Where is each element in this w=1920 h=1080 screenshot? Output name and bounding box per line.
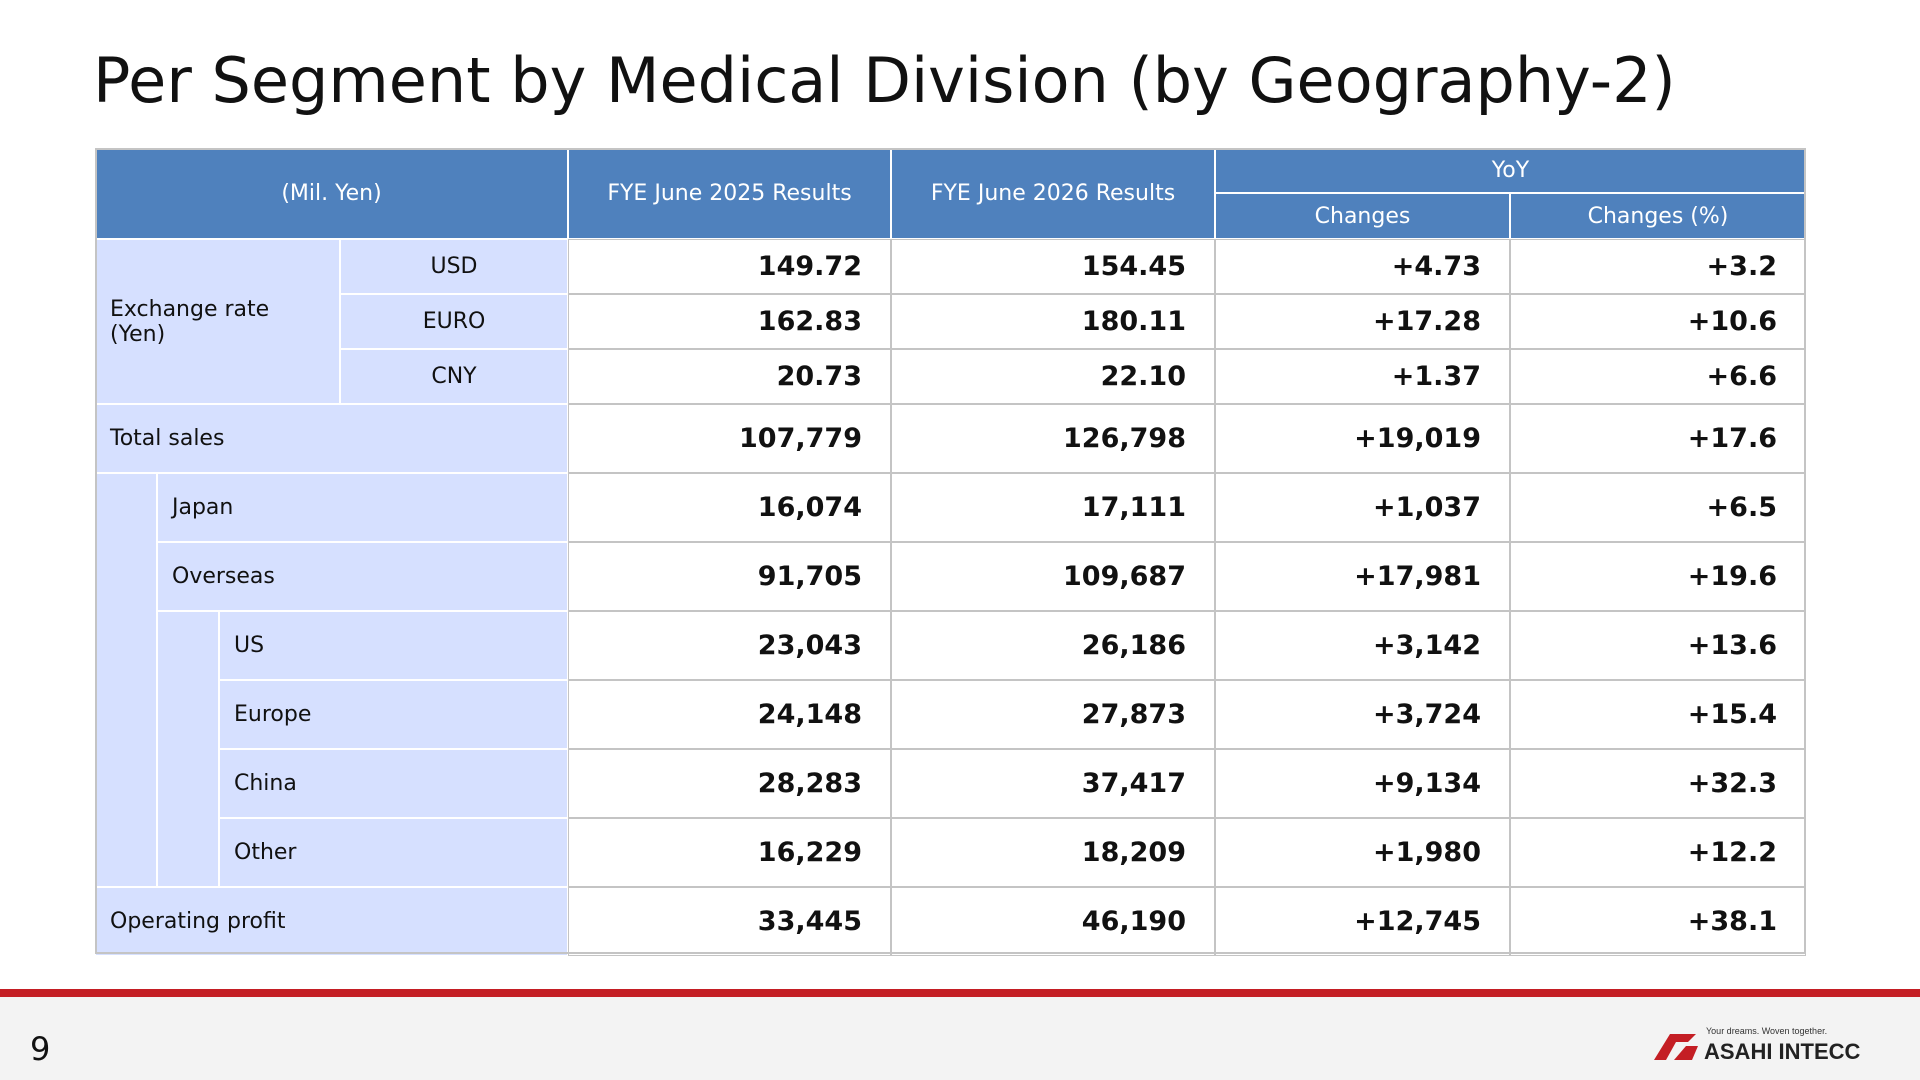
value-cell: +3,142 [1215,611,1510,680]
page-number: 9 [30,1030,51,1068]
row-label: US [219,611,568,680]
row-label: China [219,749,568,818]
value-cell: +6.5 [1510,473,1806,542]
value-cell: +9,134 [1215,749,1510,818]
logo-mark [1674,1046,1698,1060]
value-cell: 28,283 [568,749,891,818]
value-cell: +19.6 [1510,542,1806,611]
value-cell: +6.6 [1510,349,1806,404]
value-cell: 22.10 [891,349,1215,404]
value-cell: +1,037 [1215,473,1510,542]
row-label: EURO [340,294,568,349]
value-cell: +38.1 [1510,887,1806,956]
value-cell: +1.37 [1215,349,1510,404]
value-cell: 24,148 [568,680,891,749]
logo-tagline: Your dreams. Woven together. [1706,1026,1827,1036]
header-cell: FYE June 2026 Results [891,148,1215,239]
value-cell: 107,779 [568,404,891,473]
row-label: Exchange rate (Yen) [95,239,340,404]
indent [157,611,219,887]
value-cell: 126,798 [891,404,1215,473]
value-cell: +17,981 [1215,542,1510,611]
value-cell: 33,445 [568,887,891,956]
value-cell: 91,705 [568,542,891,611]
row-label: Japan [157,473,568,542]
value-cell: +17.6 [1510,404,1806,473]
value-cell: 16,074 [568,473,891,542]
value-cell: +15.4 [1510,680,1806,749]
value-cell: +13.6 [1510,611,1806,680]
value-cell: +32.3 [1510,749,1806,818]
value-cell: 23,043 [568,611,891,680]
row-label: Other [219,818,568,887]
value-cell: 149.72 [568,239,891,294]
footer [0,997,1920,1080]
value-cell: 46,190 [891,887,1215,956]
header-cell: Changes (%) [1510,193,1806,239]
value-cell: 37,417 [891,749,1215,818]
value-cell: 26,186 [891,611,1215,680]
value-cell: +1,980 [1215,818,1510,887]
value-cell: +19,019 [1215,404,1510,473]
value-cell: +3,724 [1215,680,1510,749]
value-cell: 20.73 [568,349,891,404]
value-cell: 109,687 [891,542,1215,611]
row-label: Total sales [95,404,568,473]
slide-title: Per Segment by Medical Division (by Geog… [93,44,1676,117]
logo: Your dreams. Woven together. ASAHI INTEC… [1654,1026,1861,1062]
value-cell: 17,111 [891,473,1215,542]
value-cell: +10.6 [1510,294,1806,349]
header-cell: FYE June 2025 Results [568,148,891,239]
value-cell: +17.28 [1215,294,1510,349]
row-label: Europe [219,680,568,749]
row-label: Overseas [157,542,568,611]
value-cell: 16,229 [568,818,891,887]
value-cell: +12,745 [1215,887,1510,956]
value-cell: +3.2 [1510,239,1806,294]
logo-name: ASAHI INTECC [1704,1039,1861,1062]
logo-mark [1654,1034,1696,1060]
header-cell: Changes [1215,193,1510,239]
value-cell: 18,209 [891,818,1215,887]
indent [95,473,157,887]
value-cell: +12.2 [1510,818,1806,887]
header-cell: YoY [1215,148,1806,193]
value-cell: 154.45 [891,239,1215,294]
row-label: Operating profit [95,887,568,956]
value-cell: 27,873 [891,680,1215,749]
row-label: USD [340,239,568,294]
divider [0,989,1920,997]
row-label: CNY [340,349,568,404]
value-cell: 180.11 [891,294,1215,349]
header-cell: (Mil. Yen) [95,148,568,239]
value-cell: +4.73 [1215,239,1510,294]
value-cell: 162.83 [568,294,891,349]
